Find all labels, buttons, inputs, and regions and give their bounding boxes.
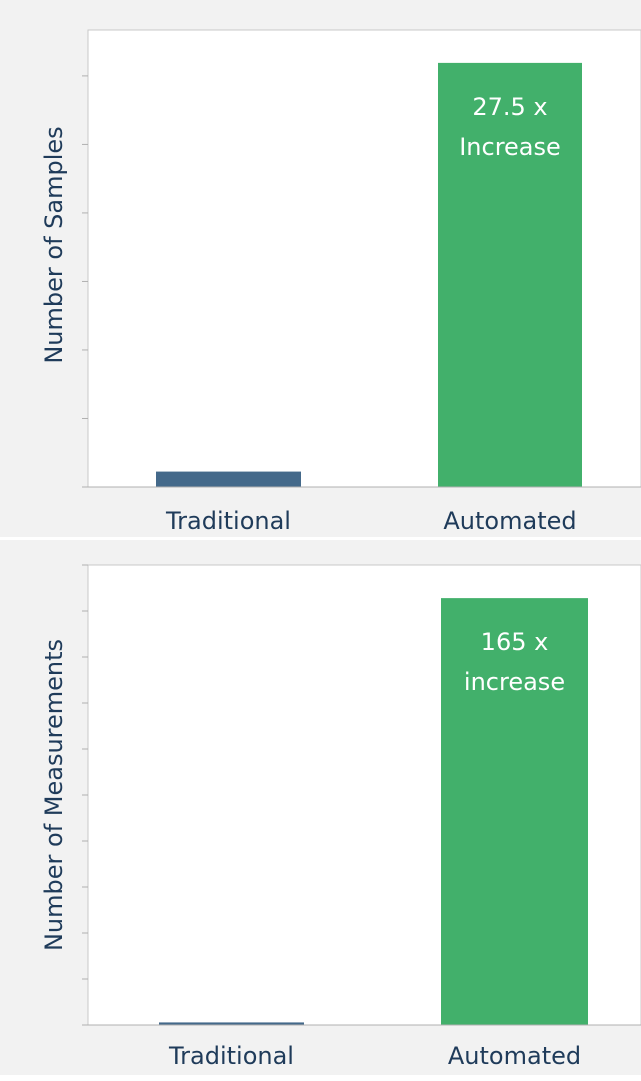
annotation: 165 x bbox=[481, 628, 549, 656]
y-axis-label: Number of Measurements bbox=[40, 639, 68, 951]
bar bbox=[156, 471, 301, 487]
x-tick-label: Traditional bbox=[168, 1042, 294, 1070]
x-tick-label: Automated bbox=[443, 507, 576, 535]
x-tick-label: Automated bbox=[448, 1042, 581, 1070]
bar bbox=[441, 598, 588, 1025]
bar bbox=[159, 1022, 304, 1025]
y-axis-label: Number of Samples bbox=[40, 126, 68, 363]
annotation: increase bbox=[464, 668, 565, 696]
x-tick-label: Traditional bbox=[165, 507, 291, 535]
annotation: Increase bbox=[459, 133, 561, 161]
bar bbox=[438, 62, 582, 487]
annotation: 27.5 x bbox=[472, 93, 547, 121]
